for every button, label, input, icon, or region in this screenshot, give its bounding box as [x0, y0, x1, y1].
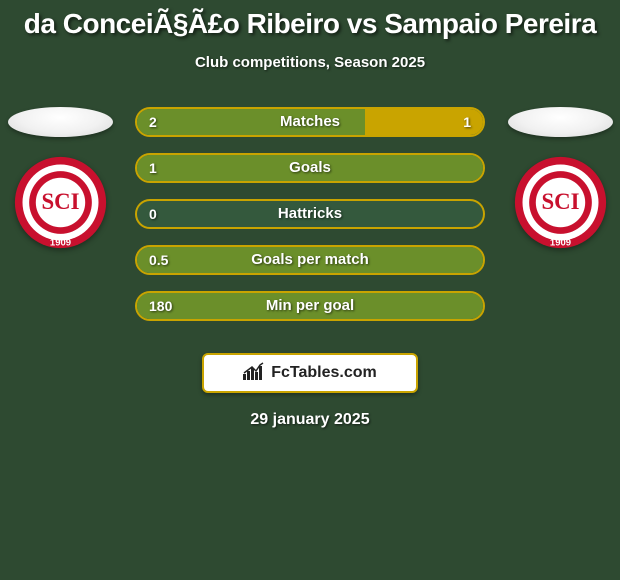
- stat-bar-track: [135, 153, 485, 183]
- stat-bar-track: [135, 245, 485, 275]
- stat-bar-fill-left: [137, 109, 365, 135]
- stat-row: Min per goal180: [135, 291, 485, 325]
- stat-bars: Matches21 Goals1 Hattricks0 Goals per match…: [135, 107, 485, 337]
- player-right-silhouette: [508, 107, 613, 137]
- player-left-silhouette: [8, 107, 113, 137]
- svg-text:SCI: SCI: [541, 189, 579, 214]
- comparison-area: SCI 1909 SCI 1909 Matches21 Goals1 Hattric…: [0, 107, 620, 337]
- brand-chart-icon: [243, 362, 265, 385]
- stat-bar-track: [135, 291, 485, 321]
- stat-bar-fill-left: [137, 155, 483, 181]
- stat-row: Matches21: [135, 107, 485, 141]
- player-left-column: SCI 1909: [0, 107, 120, 250]
- brand-text: FcTables.com: [271, 364, 377, 382]
- subtitle: Club competitions, Season 2025: [0, 54, 620, 71]
- stat-bar-fill-left: [137, 293, 483, 319]
- infographic-root: da ConceiÃ§Ã£o Ribeiro vs Sampaio Pereir…: [0, 0, 620, 580]
- svg-text:1909: 1909: [549, 237, 570, 248]
- stat-row: Goals per match0.5: [135, 245, 485, 279]
- player-right-column: SCI 1909: [500, 107, 620, 250]
- brand-badge: FcTables.com: [202, 353, 418, 393]
- stat-bar-fill-left: [137, 247, 483, 273]
- stat-bar-fill-right: [365, 109, 483, 135]
- stat-bar-track: [135, 199, 485, 229]
- stat-bar-track: [135, 107, 485, 137]
- date-line: 29 january 2025: [0, 411, 620, 429]
- page-title: da ConceiÃ§Ã£o Ribeiro vs Sampaio Pereir…: [0, 0, 620, 40]
- svg-text:SCI: SCI: [41, 189, 79, 214]
- club-crest-left: SCI 1909: [13, 155, 108, 250]
- stat-row: Goals1: [135, 153, 485, 187]
- club-crest-right: SCI 1909: [513, 155, 608, 250]
- stat-row: Hattricks0: [135, 199, 485, 233]
- svg-text:1909: 1909: [49, 237, 70, 248]
